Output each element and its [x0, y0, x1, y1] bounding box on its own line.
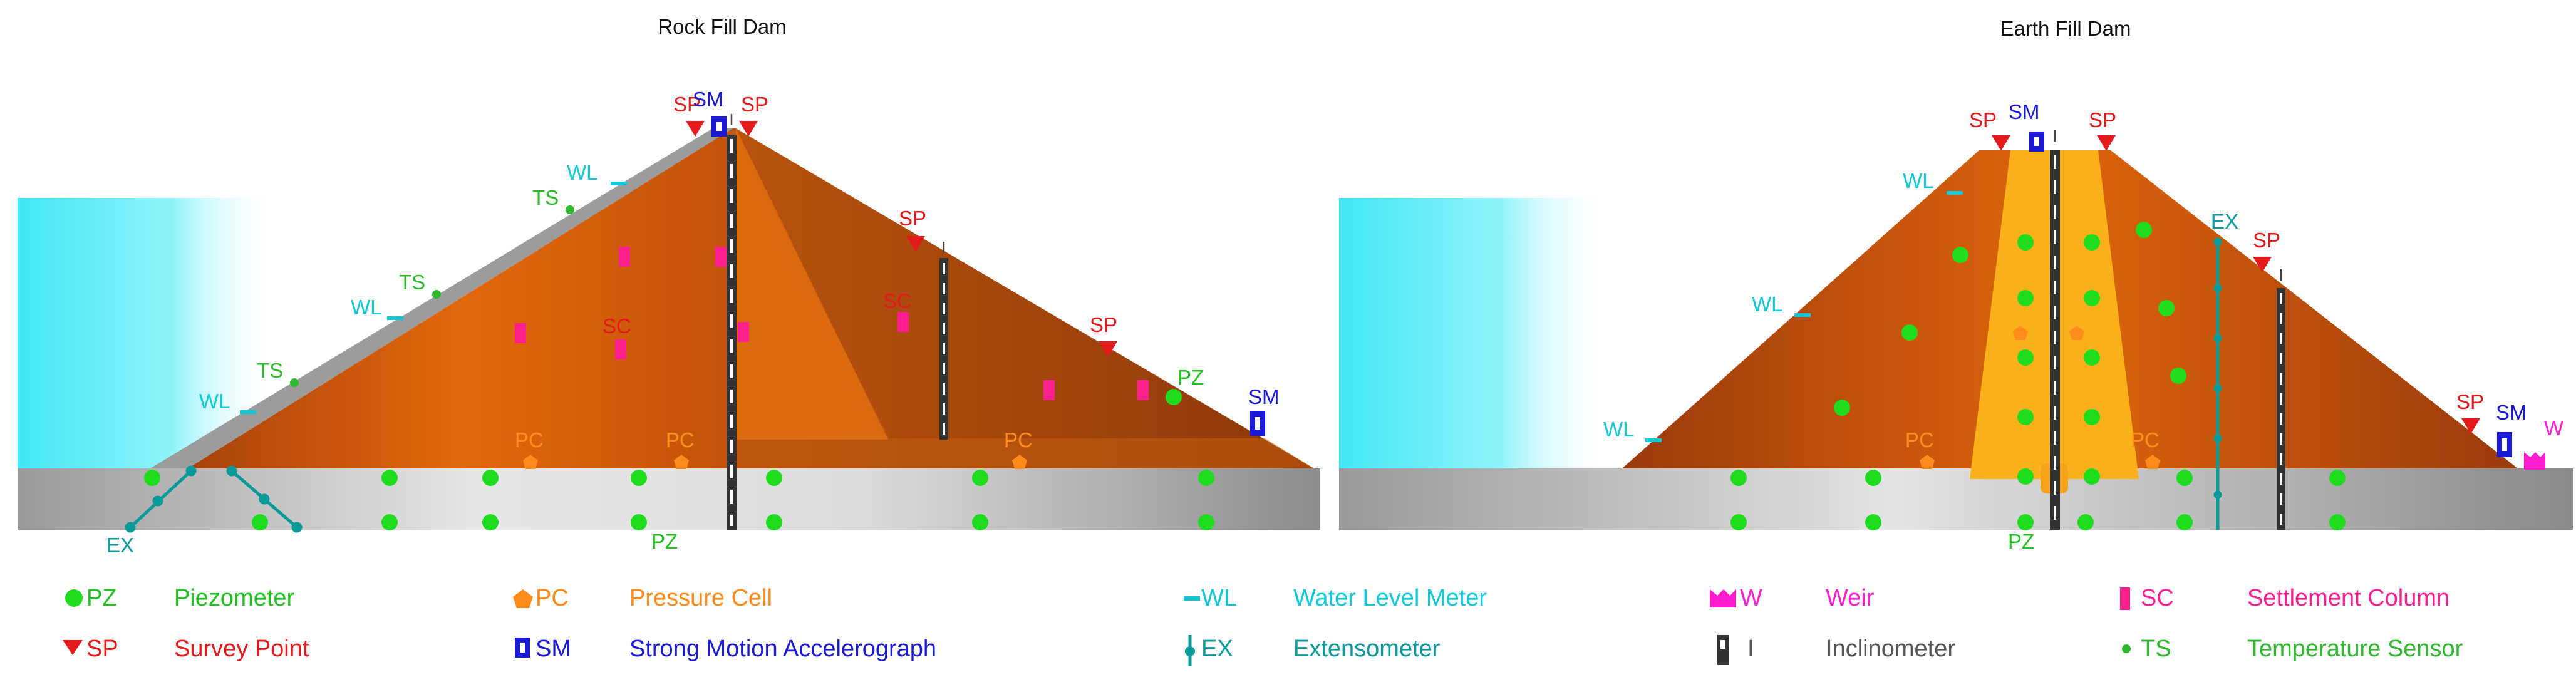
legend-abbr: TS	[2141, 636, 2171, 662]
water-level-label: WL	[1903, 169, 1934, 192]
pressure-cell-icon	[513, 589, 533, 608]
water-level-label: WL	[567, 161, 598, 184]
temperature-sensor-label: TS	[399, 271, 425, 294]
inclinometer-label: I	[941, 238, 946, 257]
rockfill-title: Rock Fill Dam	[658, 15, 786, 38]
water-level-meter-icon	[240, 182, 627, 414]
survey-point-label: SP	[2089, 108, 2116, 132]
temperature-sensor-label: TS	[257, 359, 283, 382]
weir-label: W	[2544, 416, 2564, 440]
temperature-sensor-label: TS	[532, 186, 559, 209]
survey-point-icon	[686, 121, 1117, 357]
piezometer-icon	[65, 589, 83, 607]
strong-motion-icon	[711, 116, 1265, 436]
pressure-cell-icon	[1920, 326, 2160, 469]
rockfill-foundation	[18, 468, 1320, 530]
earthfill-foundation	[1339, 468, 2573, 530]
rockfill-upstream-shell	[188, 128, 736, 468]
pressure-cell-label: PC	[666, 428, 695, 452]
temperature-sensor-icon	[2122, 644, 2131, 653]
legend-abbr: W	[1740, 585, 1762, 611]
settlement-column-label: SC	[603, 314, 631, 338]
pressure-cell-label: PC	[2131, 428, 2160, 452]
legend-name: Weir	[1826, 585, 1875, 611]
inclinometer-label: I	[2279, 266, 2283, 284]
piezometer-label: PZ	[651, 530, 678, 553]
legend-name: Settlement Column	[2247, 585, 2449, 611]
survey-point-label: SP	[2456, 390, 2484, 413]
survey-point-icon	[1992, 135, 2480, 434]
weir-icon	[2524, 452, 2545, 470]
legend-name: Extensometer	[1293, 636, 1441, 662]
survey-point-label: SP	[741, 93, 768, 116]
inclinometer-icon	[727, 135, 737, 530]
earthfill-reservoir	[1339, 198, 1608, 469]
legend-name: Water Level Meter	[1293, 585, 1487, 611]
legend-name: Piezometer	[174, 585, 295, 611]
legend-name: Inclinometer	[1826, 636, 1955, 662]
rockfill-downstream-shell	[733, 128, 1314, 468]
extensometer-label: EX	[106, 534, 134, 557]
settlement-column-label: SC	[883, 289, 912, 313]
survey-point-label: SP	[1090, 313, 1117, 336]
strong-motion-label: SM	[1248, 385, 1280, 408]
piezometer-label: PZ	[2008, 530, 2034, 553]
survey-point-label: SP	[2253, 229, 2280, 252]
water-level-label: WL	[1603, 418, 1635, 441]
strong-motion-icon	[2029, 132, 2512, 457]
strong-motion-label: SM	[2009, 100, 2040, 123]
temperature-sensor-icon	[290, 205, 574, 387]
legend-abbr: SP	[86, 636, 118, 662]
inclinometer-icon	[1717, 635, 1729, 665]
survey-point-label: SP	[673, 93, 701, 116]
pressure-cell-icon	[523, 455, 1027, 469]
inclinometer-icon	[939, 258, 948, 440]
settlement-column-icon	[515, 247, 1149, 400]
settlement-column-icon	[2120, 587, 2130, 610]
legend-abbr: PZ	[86, 585, 117, 611]
legend-name: Pressure Cell	[629, 585, 772, 611]
extensometer-icon	[2213, 237, 2222, 530]
piezometer-label: PZ	[1177, 366, 1204, 389]
pressure-cell-label: PC	[1905, 428, 1934, 452]
strong-motion-label: SM	[693, 88, 724, 111]
pressure-cell-label: PC	[515, 428, 544, 452]
survey-point-label: SP	[899, 207, 926, 230]
survey-point-icon	[63, 640, 83, 655]
rockfill-dam: I I SP SP SP SP SM SM WL WL WL	[18, 88, 1320, 557]
extensometer-label: EX	[2211, 210, 2238, 233]
water-level-meter-icon	[1184, 596, 1200, 601]
legend: PZ Piezometer SP Survey Point PC Pressur…	[63, 585, 2463, 666]
weir-icon	[1710, 589, 1736, 607]
earthfill-title: Earth Fill Dam	[2000, 17, 2131, 40]
legend-name: Strong Motion Accelerograph	[629, 636, 936, 662]
piezometer-icon	[144, 389, 1214, 530]
legend-abbr: SM	[535, 636, 571, 662]
earthfill-upstream-shell	[1622, 150, 2054, 468]
inclinometer-label: I	[2052, 127, 2057, 145]
extensometer-icon	[1185, 635, 1195, 666]
piezometer-icon	[1730, 222, 2346, 530]
inclinometer-icon	[2050, 150, 2285, 530]
extensometer-icon	[125, 465, 303, 533]
inclinometer-label: I	[729, 110, 733, 129]
legend-abbr: WL	[1201, 585, 1237, 611]
pressure-cell-label: PC	[1004, 428, 1033, 452]
water-level-label: WL	[351, 296, 382, 319]
water-level-label: WL	[199, 390, 230, 413]
survey-point-label: SP	[1969, 108, 1997, 132]
strong-motion-label: SM	[2496, 401, 2527, 424]
legend-name: Temperature Sensor	[2247, 636, 2463, 662]
legend-abbr: SC	[2141, 585, 2174, 611]
legend-abbr: PC	[535, 585, 569, 611]
legend-abbr: I	[1747, 636, 1754, 662]
legend-name: Survey Point	[174, 636, 309, 662]
legend-abbr: EX	[1201, 636, 1233, 662]
earthfill-dam: I I SP SP SP SP SM SM W	[1339, 100, 2573, 553]
water-level-label: WL	[1752, 292, 1783, 316]
water-level-meter-icon	[1645, 191, 1963, 442]
earthfill-downstream-shell	[2054, 150, 2518, 468]
